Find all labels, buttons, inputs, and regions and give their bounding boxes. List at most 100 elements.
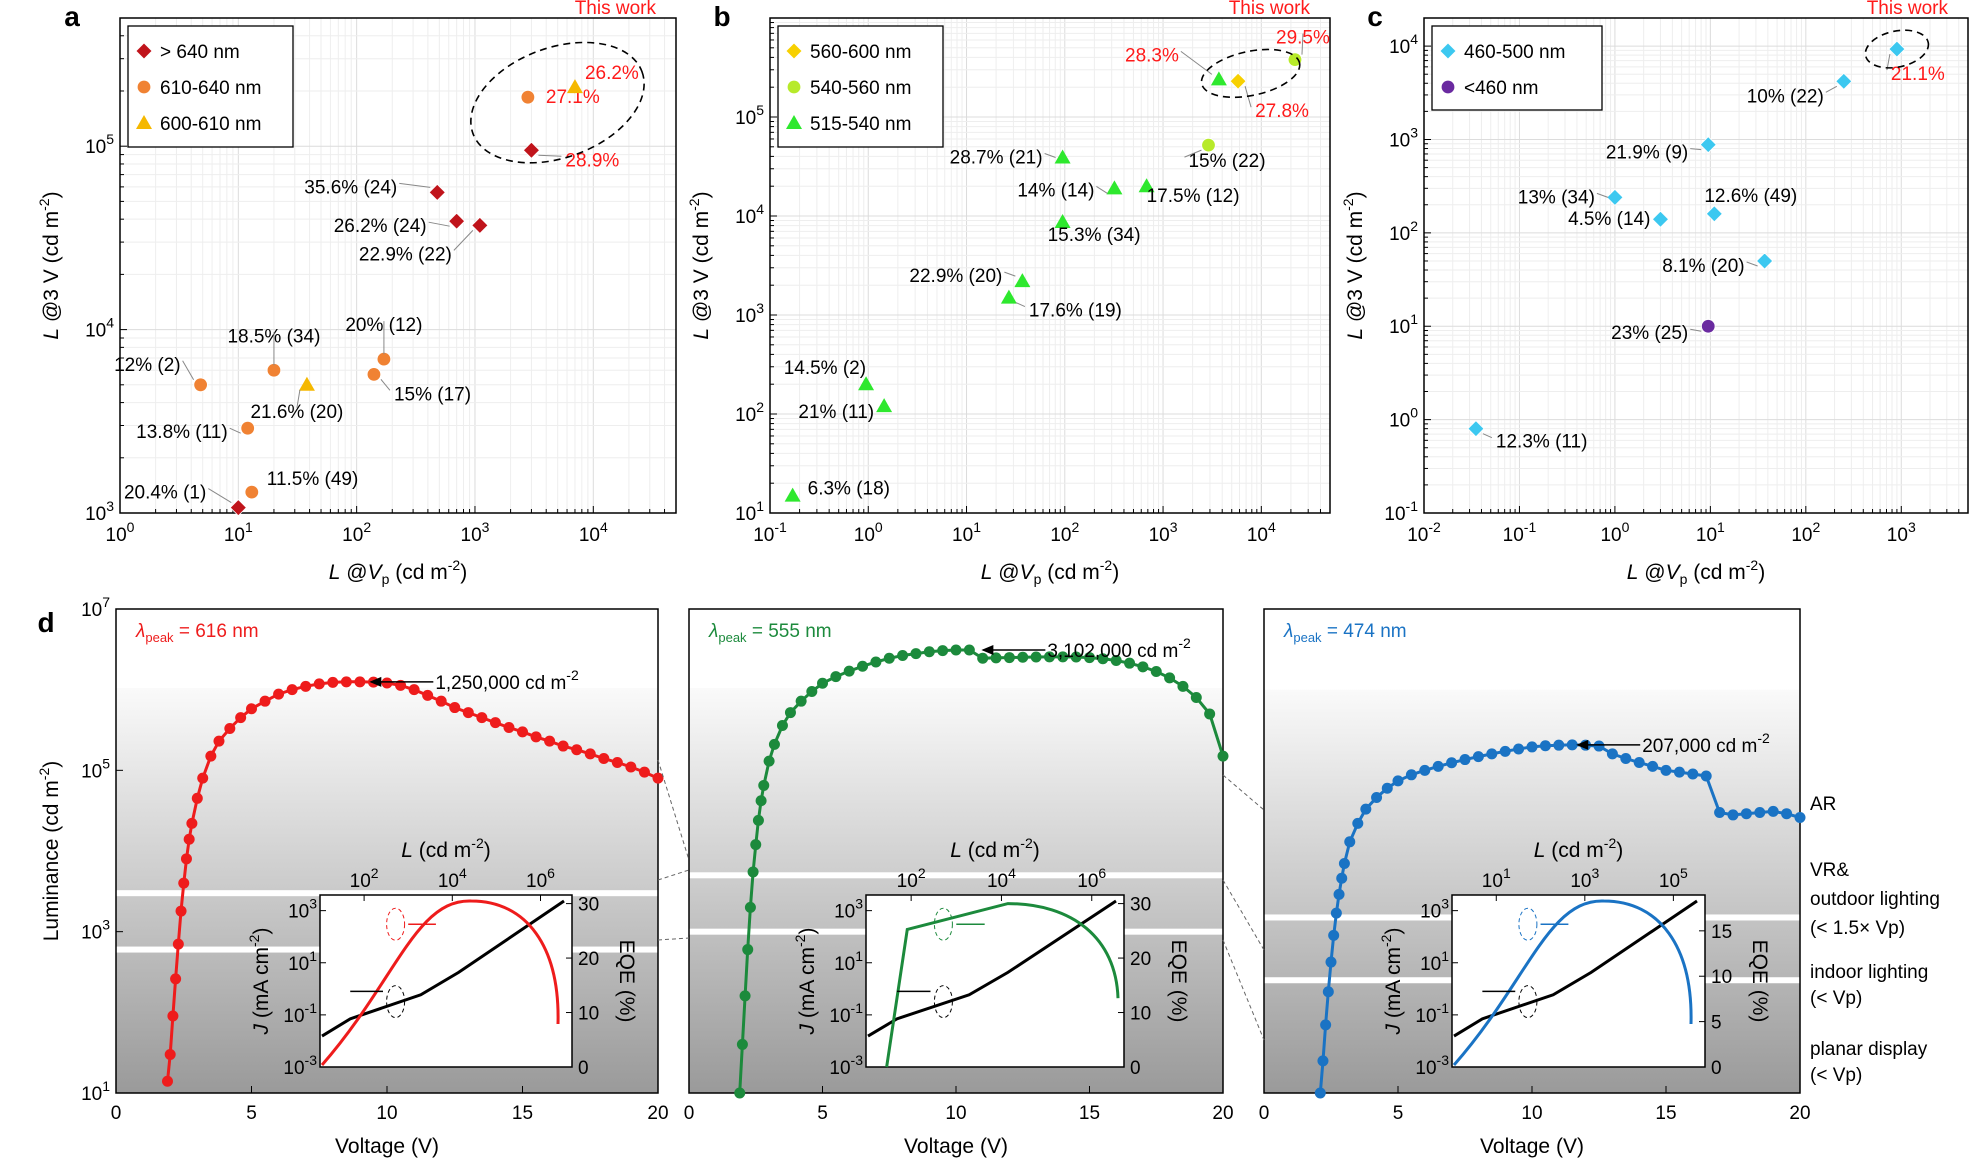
series-point [1371, 792, 1383, 804]
zone-connector [657, 937, 690, 941]
x-tick-label: 10 [376, 1103, 397, 1124]
inset-top-tick: 101 [1482, 865, 1511, 892]
inset-left-tick: 10-1 [1415, 1000, 1449, 1027]
series-point [1325, 956, 1337, 968]
inset-right-axis-label: EQE (%) [1748, 940, 1771, 1023]
inset-top-tick: 103 [1570, 865, 1599, 892]
data-point-circle [1287, 52, 1303, 67]
data-point-triangle [1138, 178, 1155, 193]
x-axis-label: Voltage (V) [1480, 1135, 1584, 1158]
y-tick-label: 104 [1389, 31, 1418, 58]
series-point [752, 814, 764, 826]
y-tick-label: 105 [85, 131, 114, 158]
x-tick-label: 10-1 [753, 519, 787, 546]
series-point [1381, 782, 1393, 794]
y-axis-label: L @3 V (cd m-2) [686, 191, 713, 339]
data-point-circle [1701, 319, 1716, 334]
inset-top-axis-label: L (cd m-2) [1534, 835, 1623, 862]
series-point [638, 766, 650, 778]
data-point-triangle [1106, 180, 1123, 195]
data-point-diamond [1756, 252, 1774, 270]
series-point [795, 695, 807, 707]
series-point [1727, 809, 1739, 821]
peak-label: 3,102,000 cd m-2 [1047, 635, 1191, 662]
data-point-circle [1201, 137, 1216, 153]
series-point [1360, 803, 1372, 815]
y-tick-label: 103 [85, 498, 114, 525]
y-tick-label: 102 [735, 399, 764, 426]
x-tick-label: 5 [817, 1103, 828, 1124]
point-label: 10% (22) [1747, 86, 1824, 107]
inset-left-tick: 103 [1420, 896, 1449, 923]
inset-left-tick: 10-3 [829, 1052, 863, 1079]
series-point [462, 707, 474, 719]
inset-right-tick: 0 [1711, 1058, 1722, 1079]
x-tick-label: 101 [1696, 519, 1725, 546]
zone-label: indoor lighting [1810, 962, 1928, 983]
point-label: 15% (17) [394, 384, 471, 405]
data-point-triangle [858, 376, 875, 391]
series-point [1344, 836, 1356, 848]
y-axis-label: L @3 V (cd m-2) [1340, 191, 1367, 339]
series-point [313, 678, 325, 690]
point-label: 26.2% (24) [334, 216, 427, 237]
series-point [170, 973, 182, 985]
series-point [776, 719, 788, 731]
x-tick-label: 0 [684, 1103, 695, 1124]
data-point-triangle [298, 376, 315, 391]
legend-entry: 540-560 nm [810, 78, 911, 99]
series-point [1070, 651, 1082, 663]
x-tick-label: 20 [1789, 1103, 1810, 1124]
series-point [598, 753, 610, 765]
legend-entry: 560-600 nm [810, 42, 911, 63]
series-point [1714, 807, 1726, 819]
inset-left-tick: 103 [288, 896, 317, 923]
series-point [422, 689, 434, 701]
series-point [1687, 768, 1699, 780]
series-point [742, 944, 754, 956]
eqe-curve [885, 902, 1120, 1068]
inset-left-tick: 10-3 [1415, 1052, 1449, 1079]
leader-line [1825, 85, 1838, 93]
inset-right-tick: 20 [1130, 949, 1151, 970]
data-point-diamond [1439, 42, 1457, 60]
data-point-triangle [136, 115, 152, 129]
series-point [224, 723, 236, 735]
series-point [736, 1038, 748, 1050]
series-point [161, 1075, 173, 1087]
data-point-diamond [229, 499, 247, 517]
series-point [1320, 1019, 1332, 1031]
panel-letter: c [1367, 1, 1383, 32]
series-point [910, 648, 922, 660]
series-point [1137, 661, 1149, 673]
x-tick-label: 102 [1050, 519, 1079, 546]
series-point [784, 707, 796, 719]
inset-right-tick: 10 [1711, 967, 1732, 988]
series-point [1794, 812, 1806, 824]
point-label: 14.5% (2) [784, 358, 866, 379]
point-label: 21.1% [1891, 64, 1945, 85]
data-point-triangle [566, 79, 583, 94]
y-tick-label: 100 [1389, 405, 1418, 432]
legend-entry: 610-640 nm [160, 78, 261, 99]
series-point [544, 735, 556, 747]
point-label: 15.3% (34) [1048, 225, 1141, 246]
data-point-diamond [1229, 72, 1247, 90]
data-point-diamond [135, 42, 153, 60]
point-label: 26.2% [585, 63, 639, 84]
data-point-circle [786, 79, 802, 95]
series-point [652, 772, 664, 784]
inset-right-tick: 10 [1130, 1004, 1151, 1025]
point-label: 12.6% (49) [1704, 186, 1797, 207]
inset-left-tick: 10-1 [283, 1000, 317, 1027]
series-point [870, 656, 882, 668]
this-work-ellipse [470, 41, 645, 164]
series-point [191, 792, 203, 804]
series-point [1190, 691, 1202, 703]
series-point [1566, 739, 1578, 751]
y-tick-label: 103 [81, 917, 110, 944]
y-axis-label: Luminance (cd m-2) [36, 761, 63, 942]
